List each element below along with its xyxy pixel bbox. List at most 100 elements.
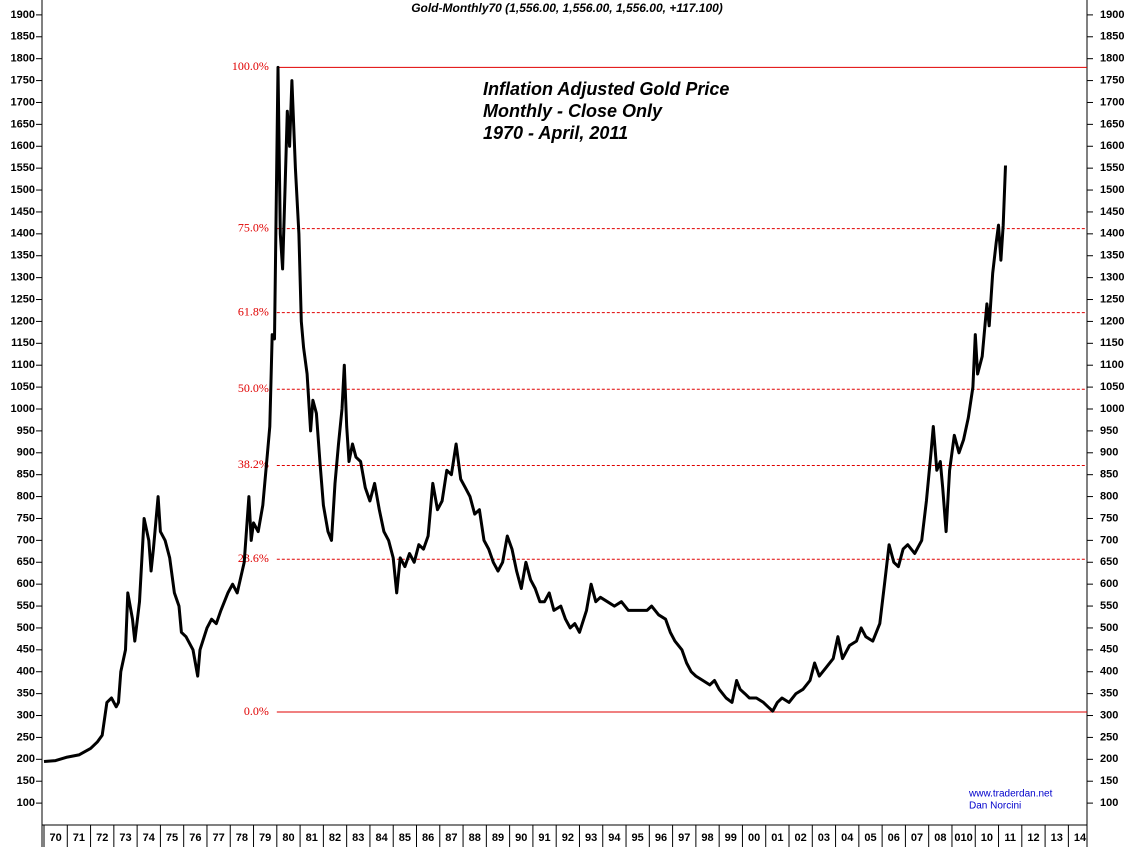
y-tick-label: 1250: [11, 293, 35, 305]
y-tick-label: 1250: [1100, 293, 1124, 305]
y-tick-label: 1100: [1100, 359, 1124, 371]
y-tick-label: 1300: [1100, 272, 1124, 284]
x-tick-label: 14: [1074, 832, 1087, 844]
y-tick-label: 200: [17, 753, 35, 765]
y-tick-label: 250: [17, 731, 35, 743]
x-tick-label: 88: [469, 832, 481, 844]
x-tick-label: 85: [399, 832, 411, 844]
x-tick-label: 82: [329, 832, 341, 844]
x-tick-label: 92: [562, 832, 574, 844]
x-tick-label: 04: [841, 832, 854, 844]
x-tick-label: 70: [50, 832, 62, 844]
y-tick-label: 1050: [11, 381, 35, 393]
y-tick-label: 150: [17, 775, 35, 787]
y-tick-label: 800: [17, 490, 35, 502]
y-tick-label: 1900: [1100, 9, 1124, 21]
y-tick-label: 1500: [1100, 184, 1124, 196]
x-tick-label: 12: [1027, 832, 1039, 844]
x-tick-label: 97: [678, 832, 690, 844]
y-tick-label: 900: [1100, 447, 1118, 459]
x-tick-label: 93: [585, 832, 597, 844]
credit: Dan Norcini: [969, 801, 1021, 812]
y-tick-label: 400: [1100, 666, 1118, 678]
price-line: [43, 65, 1007, 763]
x-tick-label: 86: [422, 832, 434, 844]
fib-label: 61.8%: [238, 304, 269, 318]
y-tick-label: 1800: [1100, 53, 1124, 65]
x-tick-label: 74: [143, 832, 156, 844]
y-tick-label: 100: [17, 797, 35, 809]
x-tick-label: 99: [725, 832, 737, 844]
y-tick-label: 1700: [1100, 96, 1124, 108]
y-tick-label: 1600: [1100, 140, 1124, 152]
y-tick-label: 1750: [11, 74, 35, 86]
x-tick-label: 87: [445, 832, 457, 844]
y-tick-label: 1850: [1100, 31, 1124, 43]
x-tick-label: 75: [166, 832, 178, 844]
y-tick-label: 1300: [11, 272, 35, 284]
x-tick-label: 06: [888, 832, 900, 844]
y-tick-label: 650: [1100, 556, 1118, 568]
x-tick-label: 73: [119, 832, 131, 844]
x-tick-label: 90: [515, 832, 527, 844]
fib-label: 50.0%: [238, 381, 269, 395]
y-tick-label: 350: [1100, 688, 1118, 700]
y-tick-label: 1000: [1100, 403, 1124, 415]
y-tick-label: 1400: [1100, 228, 1124, 240]
y-tick-label: 700: [1100, 534, 1118, 546]
x-tick-label: 00: [748, 832, 760, 844]
y-tick-label: 350: [17, 688, 35, 700]
y-tick-label: 850: [17, 469, 35, 481]
x-tick-label: 78: [236, 832, 248, 844]
fib-label: 100.0%: [232, 59, 269, 73]
y-tick-label: 1000: [11, 403, 35, 415]
x-tick-label: 81: [306, 832, 318, 844]
y-tick-label: 1100: [11, 359, 35, 371]
x-tick-label: 72: [96, 832, 108, 844]
x-tick-label: 08: [934, 832, 946, 844]
y-tick-label: 1700: [11, 96, 35, 108]
x-tick-label: 94: [608, 832, 621, 844]
x-tick-label: 91: [538, 832, 550, 844]
credit: www.traderdan.net: [968, 789, 1053, 800]
y-tick-label: 1550: [11, 162, 35, 174]
y-tick-label: 1200: [11, 315, 35, 327]
x-tick-label: 11: [1004, 832, 1016, 844]
y-tick-label: 1650: [1100, 118, 1124, 130]
x-tick-label: 89: [492, 832, 504, 844]
x-tick-label: 02: [795, 832, 807, 844]
y-tick-label: 600: [1100, 578, 1118, 590]
chart-title: Gold-Monthly70 (1,556.00, 1,556.00, 1,55…: [411, 1, 723, 15]
fib-label: 38.2%: [238, 457, 269, 471]
x-tick-label: 010: [954, 832, 972, 844]
y-tick-label: 1400: [11, 228, 35, 240]
x-tick-label: 84: [375, 832, 388, 844]
y-tick-label: 300: [1100, 709, 1118, 721]
y-tick-label: 500: [17, 622, 35, 634]
y-tick-label: 1500: [11, 184, 35, 196]
y-tick-label: 450: [17, 644, 35, 656]
x-tick-label: 13: [1051, 832, 1063, 844]
y-tick-label: 1150: [1100, 337, 1124, 349]
x-tick-label: 05: [864, 832, 876, 844]
y-tick-label: 1750: [1100, 74, 1124, 86]
fib-label: 75.0%: [238, 220, 269, 234]
x-tick-label: 71: [73, 832, 85, 844]
x-tick-label: 03: [818, 832, 830, 844]
x-tick-label: 83: [352, 832, 364, 844]
annotation: Inflation Adjusted Gold Price: [483, 79, 729, 99]
y-tick-label: 950: [1100, 425, 1118, 437]
y-tick-label: 650: [17, 556, 35, 568]
y-tick-label: 300: [17, 709, 35, 721]
x-tick-label: 79: [259, 832, 271, 844]
annotation: 1970 - April, 2011: [483, 123, 628, 143]
y-tick-label: 500: [1100, 622, 1118, 634]
x-tick-label: 95: [632, 832, 644, 844]
y-tick-label: 1450: [1100, 206, 1124, 218]
y-tick-label: 1050: [1100, 381, 1124, 393]
x-tick-label: 96: [655, 832, 667, 844]
y-tick-label: 1200: [1100, 315, 1124, 327]
fib-label: 0.0%: [244, 704, 269, 718]
x-tick-label: 80: [282, 832, 294, 844]
